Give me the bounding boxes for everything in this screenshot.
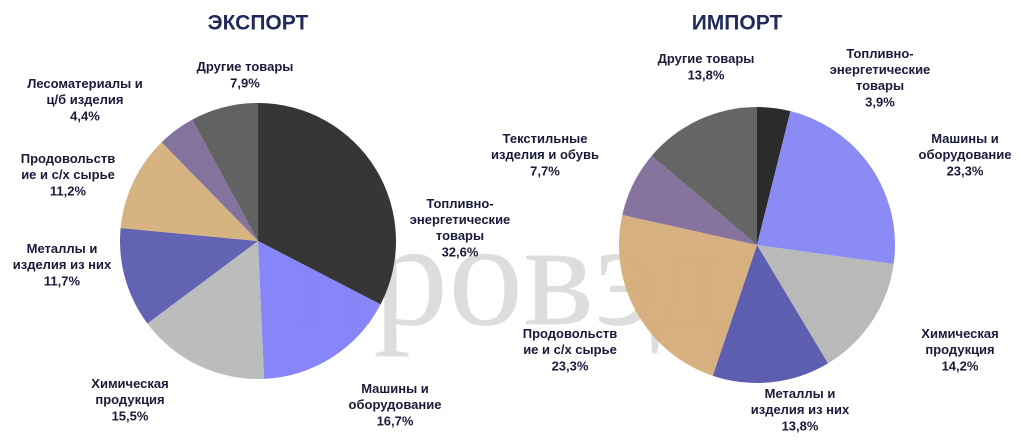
pie-slice — [619, 214, 757, 376]
category-label: Топливно-энергетические товары — [830, 46, 931, 93]
pie-slice — [161, 119, 258, 241]
chart-title: ЭКСПОРТ — [208, 12, 309, 35]
value-label: 11,7% — [44, 273, 81, 288]
category-label: Химическая продукция — [921, 326, 998, 357]
category-label: Металлы и изделия из них — [13, 241, 112, 272]
value-label: 14,2% — [942, 358, 979, 373]
category-label: Машины и оборудование — [919, 131, 1012, 162]
category-label: Машины и оборудование — [349, 381, 442, 412]
value-label: 23,3% — [947, 163, 984, 178]
value-label: 7,9% — [230, 75, 260, 90]
value-label: 23,3% — [552, 358, 589, 373]
category-label: Продовольств ие и с/х сырье — [523, 326, 618, 357]
value-label: 16,7% — [377, 413, 414, 428]
pie-slice — [757, 245, 894, 364]
value-label: 13,8% — [688, 67, 725, 82]
value-label: 7,7% — [530, 163, 560, 178]
pie-slice — [120, 228, 258, 324]
category-label: Другие товары — [658, 51, 755, 66]
pie-slice — [258, 103, 397, 305]
pie-slice — [757, 111, 895, 265]
pie-slice — [258, 241, 381, 379]
pie-slice — [712, 245, 828, 383]
pie-slice — [622, 155, 757, 245]
category-label: Лесоматериалы и ц/б изделия — [27, 76, 143, 107]
chart-title: ИМПОРТ — [692, 12, 783, 35]
pie-slice — [757, 107, 791, 245]
value-label: 11,2% — [50, 183, 87, 198]
value-label: 32,6% — [442, 244, 479, 259]
category-label: Продовольств ие и с/х сырье — [21, 151, 116, 182]
value-label: 15,5% — [112, 408, 149, 423]
value-label: 4,4% — [70, 108, 100, 123]
category-label: Металлы и изделия из них — [751, 386, 850, 417]
pie-slice — [147, 241, 265, 379]
category-label: Топливно-энергетические товары — [410, 196, 511, 243]
pie-slice — [651, 106, 757, 245]
value-label: 13,8% — [782, 418, 819, 433]
category-label: Химическая продукция — [91, 376, 168, 407]
category-label: Текстильные изделия и обувь — [491, 131, 599, 162]
value-label: 3,9% — [865, 94, 895, 109]
pie-slice — [192, 103, 258, 241]
category-label: Другие товары — [197, 59, 294, 74]
pie-slice — [120, 142, 258, 241]
